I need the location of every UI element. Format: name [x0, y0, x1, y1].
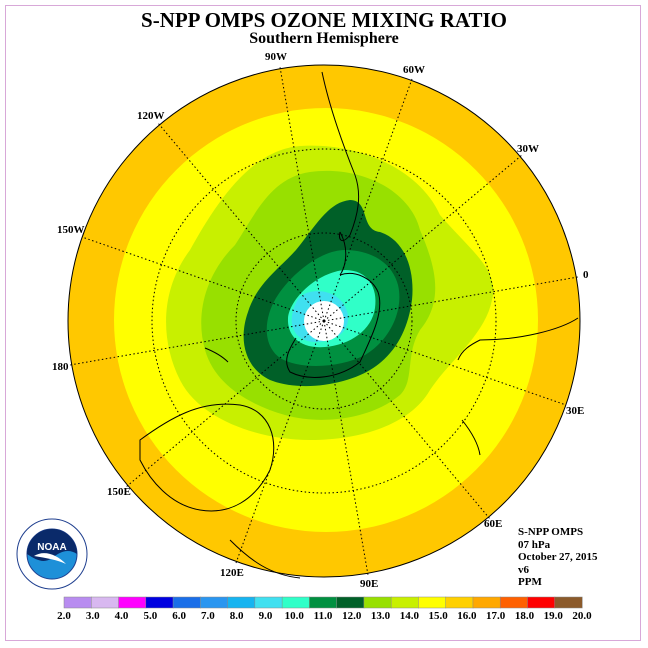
lon-label-60w: 60W: [403, 64, 425, 76]
lon-label-150w: 150W: [57, 224, 85, 236]
longitude-labels: 90W 60W 30W 0 30E 60E 90E 120E 150E 180 …: [52, 51, 589, 590]
latitude-circle-60s: [235, 232, 413, 410]
meridian-60e: [323, 320, 491, 520]
coast-australia: [139, 403, 275, 512]
coast-new-zealand: [204, 347, 229, 363]
logo-text: NOAA: [37, 542, 66, 553]
meridian-180: [69, 320, 325, 366]
info-level: 07 hPa: [518, 538, 551, 551]
coast-antarctic-peninsula: [339, 231, 347, 276]
meridian-150w: [81, 236, 325, 322]
noaa-logo: NOAA: [16, 518, 88, 590]
meridian-120e: [235, 320, 325, 564]
lon-label-90w: 90W: [265, 51, 287, 63]
info-instrument: S-NPP OMPS: [518, 526, 584, 538]
coast-indonesia: [229, 539, 301, 579]
metadata-block: S-NPP OMPS 07 hPa October 27, 2015 v6 PP…: [518, 526, 598, 589]
meridian-60w: [323, 78, 413, 322]
coast-africa: [457, 317, 579, 361]
meridian-90w: [279, 66, 325, 322]
meridian-90e: [323, 320, 369, 576]
ozone-field: [68, 65, 580, 577]
lon-label-150e: 150E: [107, 486, 131, 498]
lon-label-0: 0: [583, 269, 589, 281]
meridian-30w: [323, 154, 523, 322]
latitude-circle-30s: [151, 148, 497, 494]
lon-label-120w: 120W: [137, 110, 165, 122]
lon-label-30e: 30E: [566, 405, 584, 417]
lon-label-180: 180: [52, 361, 69, 373]
info-date: October 27, 2015: [518, 551, 598, 563]
lon-label-90e: 90E: [360, 578, 378, 590]
meridian-150e: [125, 320, 325, 488]
page-title: S-NPP OMPS OZONE MIXING RATIO: [141, 8, 507, 32]
info-units: PPM: [518, 576, 542, 588]
logo-bird: [34, 553, 66, 564]
meridian-120w: [157, 122, 325, 322]
page-subtitle: Southern Hemisphere: [249, 30, 399, 47]
lon-label-60e: 60E: [484, 518, 502, 530]
map-boundary: [67, 64, 581, 578]
meridian-0: [323, 276, 579, 322]
plot-frame: [5, 5, 641, 641]
logo-sky: [27, 529, 77, 561]
graticule: [69, 66, 579, 576]
coastlines: [139, 71, 579, 579]
lon-label-120e: 120E: [220, 567, 244, 579]
lon-label-30w: 30W: [517, 143, 539, 155]
coast-madagascar: [461, 419, 481, 456]
coast-antarctica: [286, 273, 381, 378]
info-version: v6: [518, 563, 529, 576]
meridian-30e: [323, 320, 567, 406]
coast-south-america: [321, 71, 360, 242]
